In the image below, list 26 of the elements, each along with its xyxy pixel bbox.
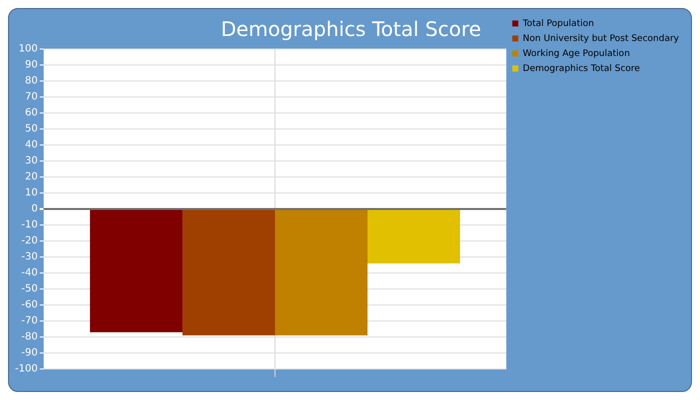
y-tick-label: -90 xyxy=(21,348,38,359)
y-tick-label: -80 xyxy=(21,332,38,343)
y-tick-label: -70 xyxy=(21,316,38,327)
y-tick-label: 70 xyxy=(24,92,38,103)
y-tick-label: -60 xyxy=(21,300,38,311)
y-tick-label: -40 xyxy=(21,268,38,279)
y-tick-label: -20 xyxy=(21,236,38,247)
y-tick-label: 20 xyxy=(24,172,38,183)
y-tick-label: -50 xyxy=(21,284,38,295)
y-tick-label: -10 xyxy=(21,220,38,231)
y-tick-label: 40 xyxy=(24,140,38,151)
y-tick-label: -100 xyxy=(14,364,38,375)
chart-title: Demographics Total Score xyxy=(220,17,482,42)
legend-label: Non University but Post Secondary xyxy=(522,34,680,44)
legend-label: Working Age Population xyxy=(522,48,630,59)
y-tick-label: 50 xyxy=(24,124,38,135)
y-tick-label: 80 xyxy=(24,76,38,87)
legend-label: Total Population xyxy=(522,18,594,29)
y-tick-label: 0 xyxy=(31,204,38,215)
legend-label: Demographics Total Score xyxy=(522,64,640,74)
y-tick-label: 90 xyxy=(24,60,38,71)
y-tick-label: 60 xyxy=(24,108,38,119)
y-tick-label: -30 xyxy=(21,252,38,263)
y-tick-label: 10 xyxy=(24,188,38,199)
y-tick-label: 100 xyxy=(18,44,38,55)
y-tick-label: 30 xyxy=(24,156,38,167)
